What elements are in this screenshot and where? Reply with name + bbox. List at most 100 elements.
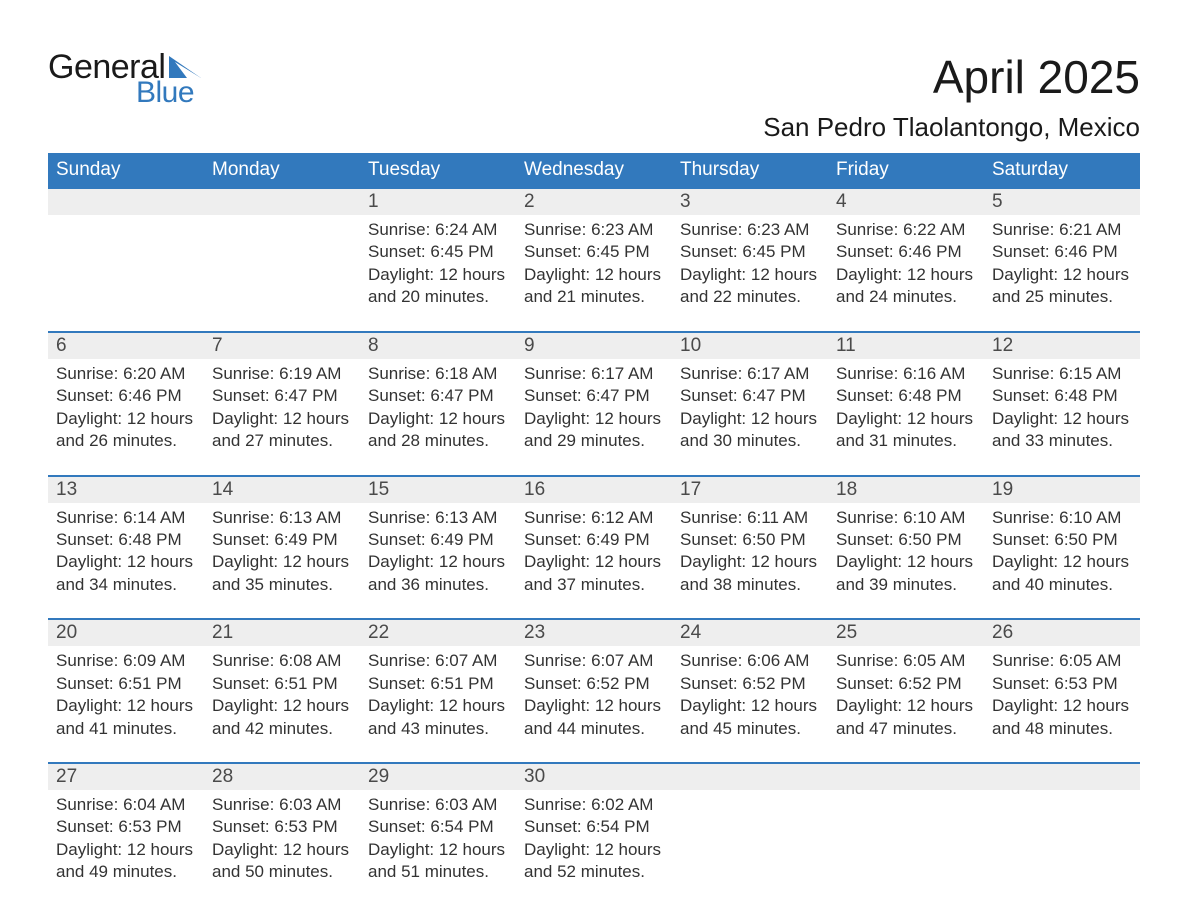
sunrise-text: Sunrise: 6:24 AM (368, 219, 508, 241)
day-body-cell: Sunrise: 6:02 AMSunset: 6:54 PMDaylight:… (516, 790, 672, 906)
daylight-text: Daylight: 12 hours (212, 551, 352, 573)
sunset-text: Sunset: 6:47 PM (368, 385, 508, 407)
day-number-cell (828, 763, 984, 790)
daylight-text: Daylight: 12 hours (524, 551, 664, 573)
day-body-cell: Sunrise: 6:07 AMSunset: 6:51 PMDaylight:… (360, 646, 516, 763)
weekday-header-row: Sunday Monday Tuesday Wednesday Thursday… (48, 153, 1140, 188)
daylight-text: Daylight: 12 hours (992, 408, 1132, 430)
daylight-text: and 35 minutes. (212, 574, 352, 596)
sunrise-text: Sunrise: 6:23 AM (524, 219, 664, 241)
day-body-cell: Sunrise: 6:16 AMSunset: 6:48 PMDaylight:… (828, 359, 984, 476)
title-block: April 2025 San Pedro Tlaolantongo, Mexic… (763, 50, 1140, 143)
day-number-cell: 28 (204, 763, 360, 790)
daylight-text: and 50 minutes. (212, 861, 352, 883)
daylight-text: and 24 minutes. (836, 286, 976, 308)
sunset-text: Sunset: 6:51 PM (56, 673, 196, 695)
day-body-cell: Sunrise: 6:17 AMSunset: 6:47 PMDaylight:… (516, 359, 672, 476)
sunset-text: Sunset: 6:47 PM (524, 385, 664, 407)
sunrise-text: Sunrise: 6:13 AM (368, 507, 508, 529)
daylight-text: and 43 minutes. (368, 718, 508, 740)
daylight-text: and 52 minutes. (524, 861, 664, 883)
daylight-text: Daylight: 12 hours (524, 695, 664, 717)
daylight-text: and 26 minutes. (56, 430, 196, 452)
day-body-cell (48, 215, 204, 332)
day-body-cell: Sunrise: 6:19 AMSunset: 6:47 PMDaylight:… (204, 359, 360, 476)
daylight-text: and 40 minutes. (992, 574, 1132, 596)
sunrise-text: Sunrise: 6:10 AM (836, 507, 976, 529)
daylight-text: Daylight: 12 hours (212, 695, 352, 717)
sunset-text: Sunset: 6:51 PM (368, 673, 508, 695)
daylight-text: and 47 minutes. (836, 718, 976, 740)
sunset-text: Sunset: 6:48 PM (56, 529, 196, 551)
daylight-text: Daylight: 12 hours (836, 408, 976, 430)
day-body-cell: Sunrise: 6:05 AMSunset: 6:52 PMDaylight:… (828, 646, 984, 763)
daylight-text: and 20 minutes. (368, 286, 508, 308)
daylight-text: Daylight: 12 hours (680, 695, 820, 717)
day-number-cell: 18 (828, 476, 984, 503)
daylight-text: Daylight: 12 hours (368, 551, 508, 573)
day-number-cell (984, 763, 1140, 790)
sunset-text: Sunset: 6:52 PM (680, 673, 820, 695)
daylight-text: Daylight: 12 hours (212, 408, 352, 430)
daylight-text: Daylight: 12 hours (368, 839, 508, 861)
daylight-text: Daylight: 12 hours (524, 839, 664, 861)
day-body-cell: Sunrise: 6:03 AMSunset: 6:54 PMDaylight:… (360, 790, 516, 906)
daylight-text: Daylight: 12 hours (680, 264, 820, 286)
sunrise-text: Sunrise: 6:08 AM (212, 650, 352, 672)
daynum-row: 12345 (48, 188, 1140, 215)
day-number-cell: 21 (204, 619, 360, 646)
day-body-cell: Sunrise: 6:10 AMSunset: 6:50 PMDaylight:… (984, 503, 1140, 620)
day-number-cell: 7 (204, 332, 360, 359)
sunrise-text: Sunrise: 6:03 AM (212, 794, 352, 816)
daylight-text: Daylight: 12 hours (992, 695, 1132, 717)
daylight-text: Daylight: 12 hours (992, 551, 1132, 573)
day-body-cell: Sunrise: 6:15 AMSunset: 6:48 PMDaylight:… (984, 359, 1140, 476)
day-body-row: Sunrise: 6:09 AMSunset: 6:51 PMDaylight:… (48, 646, 1140, 763)
sunrise-text: Sunrise: 6:16 AM (836, 363, 976, 385)
daylight-text: Daylight: 12 hours (56, 551, 196, 573)
calendar-table: Sunday Monday Tuesday Wednesday Thursday… (48, 153, 1140, 906)
day-body-cell: Sunrise: 6:23 AMSunset: 6:45 PMDaylight:… (516, 215, 672, 332)
day-body-cell: Sunrise: 6:03 AMSunset: 6:53 PMDaylight:… (204, 790, 360, 906)
daylight-text: and 39 minutes. (836, 574, 976, 596)
day-body-cell: Sunrise: 6:10 AMSunset: 6:50 PMDaylight:… (828, 503, 984, 620)
daynum-row: 20212223242526 (48, 619, 1140, 646)
day-number-cell: 6 (48, 332, 204, 359)
day-body-cell: Sunrise: 6:09 AMSunset: 6:51 PMDaylight:… (48, 646, 204, 763)
sunrise-text: Sunrise: 6:20 AM (56, 363, 196, 385)
day-number-cell: 1 (360, 188, 516, 215)
weekday-header: Saturday (984, 153, 1140, 188)
daylight-text: Daylight: 12 hours (836, 551, 976, 573)
sunrise-text: Sunrise: 6:03 AM (368, 794, 508, 816)
sunrise-text: Sunrise: 6:13 AM (212, 507, 352, 529)
daylight-text: and 27 minutes. (212, 430, 352, 452)
sunset-text: Sunset: 6:47 PM (680, 385, 820, 407)
day-body-cell: Sunrise: 6:22 AMSunset: 6:46 PMDaylight:… (828, 215, 984, 332)
day-body-cell (828, 790, 984, 906)
day-number-cell: 8 (360, 332, 516, 359)
day-number-cell: 22 (360, 619, 516, 646)
sunrise-text: Sunrise: 6:07 AM (524, 650, 664, 672)
sunset-text: Sunset: 6:53 PM (992, 673, 1132, 695)
daylight-text: and 42 minutes. (212, 718, 352, 740)
day-number-cell (48, 188, 204, 215)
day-number-cell: 9 (516, 332, 672, 359)
weekday-header: Thursday (672, 153, 828, 188)
day-number-cell: 19 (984, 476, 1140, 503)
weekday-header: Tuesday (360, 153, 516, 188)
weekday-header: Sunday (48, 153, 204, 188)
daylight-text: and 49 minutes. (56, 861, 196, 883)
day-body-cell: Sunrise: 6:05 AMSunset: 6:53 PMDaylight:… (984, 646, 1140, 763)
month-title: April 2025 (763, 50, 1140, 104)
calendar-body: 12345Sunrise: 6:24 AMSunset: 6:45 PMDayl… (48, 188, 1140, 906)
sunrise-text: Sunrise: 6:12 AM (524, 507, 664, 529)
day-body-row: Sunrise: 6:14 AMSunset: 6:48 PMDaylight:… (48, 503, 1140, 620)
sunrise-text: Sunrise: 6:05 AM (992, 650, 1132, 672)
sunrise-text: Sunrise: 6:21 AM (992, 219, 1132, 241)
sunrise-text: Sunrise: 6:06 AM (680, 650, 820, 672)
day-body-cell: Sunrise: 6:13 AMSunset: 6:49 PMDaylight:… (204, 503, 360, 620)
sunrise-text: Sunrise: 6:10 AM (992, 507, 1132, 529)
sunset-text: Sunset: 6:49 PM (524, 529, 664, 551)
day-number-cell: 24 (672, 619, 828, 646)
day-number-cell: 4 (828, 188, 984, 215)
